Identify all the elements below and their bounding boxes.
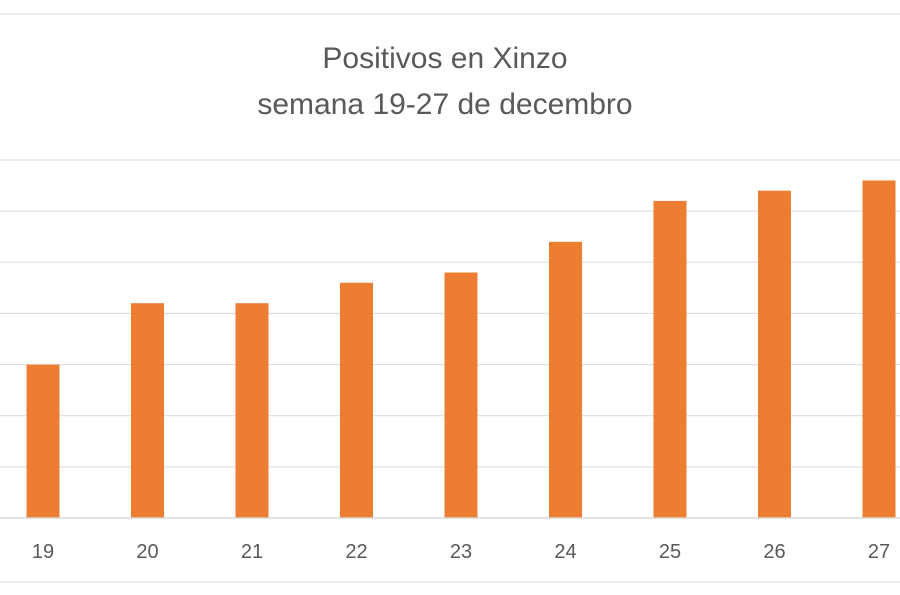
bar-22 [340,282,373,518]
chart-title: Positivos en Xinzo [322,42,568,75]
x-tick-label: 27 [868,541,890,563]
bar-21 [235,303,269,518]
x-tick-label: 23 [450,541,472,563]
bar-19 [26,364,60,518]
bar-23 [444,272,478,518]
bar-26 [758,190,791,518]
x-tick-label: 21 [241,541,263,563]
x-tick-label: 25 [659,541,681,563]
bar-27 [862,180,896,518]
x-tick-label: 19 [32,541,54,563]
x-tick-label: 24 [554,541,576,563]
bar-25 [653,200,687,518]
x-tick-label: 26 [763,541,785,563]
bar-20 [131,303,164,518]
x-tick-label: 20 [136,541,158,563]
x-tick-label: 22 [345,541,367,563]
bar-24 [549,241,582,519]
chart-subtitle: semana 19-27 de decembro [257,88,633,121]
